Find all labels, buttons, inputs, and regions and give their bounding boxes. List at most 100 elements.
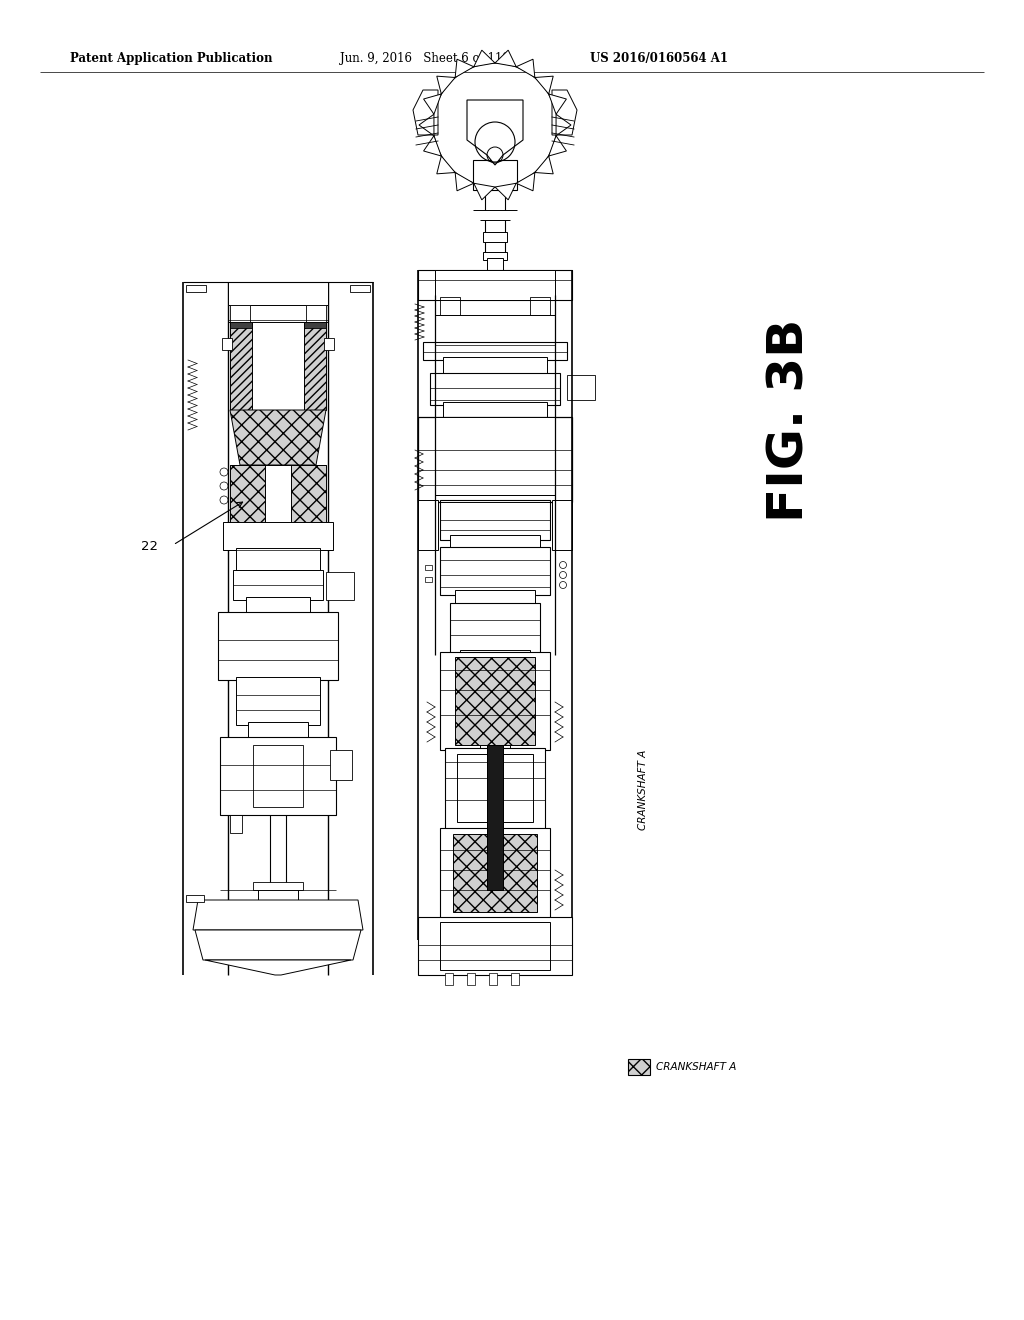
Bar [425, 577, 432, 582]
Polygon shape [535, 77, 553, 94]
Polygon shape [437, 156, 455, 174]
Text: 22: 22 [141, 540, 158, 553]
Bar [450, 535, 540, 550]
Bar [326, 572, 354, 601]
Bar [487, 257, 503, 272]
Polygon shape [495, 183, 516, 199]
Bar [304, 322, 326, 411]
Text: CRANKSHAFT A: CRANKSHAFT A [638, 750, 648, 830]
Polygon shape [455, 59, 474, 78]
Polygon shape [413, 90, 438, 135]
Polygon shape [549, 136, 566, 156]
Bar [223, 521, 333, 550]
Bar [483, 232, 507, 242]
Bar [628, 1059, 650, 1074]
Bar [418, 271, 572, 300]
Bar [440, 297, 460, 315]
Bar [423, 342, 567, 360]
Bar [236, 548, 319, 570]
Polygon shape [230, 411, 326, 465]
Bar [248, 722, 308, 741]
Bar [530, 297, 550, 315]
Bar [435, 271, 555, 300]
Bar [440, 500, 550, 540]
Bar [304, 322, 326, 327]
Polygon shape [552, 90, 577, 135]
Polygon shape [455, 173, 474, 191]
Polygon shape [516, 59, 535, 78]
Bar [230, 305, 250, 322]
Bar [246, 597, 310, 615]
Bar [450, 603, 540, 655]
Polygon shape [205, 960, 351, 975]
Polygon shape [424, 136, 441, 156]
Polygon shape [467, 100, 523, 165]
Polygon shape [474, 50, 495, 67]
Bar [418, 417, 572, 502]
Bar [455, 657, 535, 744]
Polygon shape [495, 50, 516, 67]
Bar [186, 895, 204, 902]
Polygon shape [535, 156, 553, 174]
Bar [291, 465, 326, 525]
Bar [425, 565, 432, 570]
Bar [445, 748, 545, 830]
Bar [230, 322, 252, 327]
Text: Jun. 9, 2016   Sheet 6 of 119: Jun. 9, 2016 Sheet 6 of 119 [340, 51, 510, 65]
Text: FIG. 3B: FIG. 3B [766, 318, 814, 521]
Bar [218, 612, 338, 680]
Bar [435, 315, 555, 345]
Bar [306, 305, 326, 322]
Bar [435, 417, 555, 495]
Bar [483, 252, 507, 260]
Polygon shape [556, 115, 571, 136]
Bar [489, 973, 497, 985]
Bar [487, 744, 503, 890]
Polygon shape [474, 183, 495, 199]
Bar [222, 338, 232, 350]
Bar [253, 744, 303, 807]
Bar [186, 285, 206, 292]
Bar [258, 887, 298, 906]
Bar [418, 500, 438, 550]
Polygon shape [516, 173, 535, 191]
Polygon shape [419, 115, 434, 136]
Text: Patent Application Publication: Patent Application Publication [70, 51, 272, 65]
Bar [350, 285, 370, 292]
Text: US 2016/0160564 A1: US 2016/0160564 A1 [590, 51, 728, 65]
Bar [430, 374, 560, 405]
Bar [473, 160, 517, 190]
Bar [457, 754, 534, 822]
Text: CRANKSHAFT A: CRANKSHAFT A [656, 1063, 736, 1072]
Bar [253, 882, 303, 890]
Bar [440, 828, 550, 920]
Bar [230, 814, 242, 833]
Bar [324, 338, 334, 350]
Bar [440, 921, 550, 970]
Bar [228, 282, 328, 305]
Polygon shape [424, 94, 441, 115]
Bar [330, 750, 352, 780]
Bar [220, 737, 336, 814]
Bar [230, 322, 252, 411]
Bar [487, 744, 503, 890]
Bar [230, 465, 265, 525]
Polygon shape [437, 77, 455, 94]
Bar [460, 649, 530, 665]
Polygon shape [549, 94, 566, 115]
Bar [443, 356, 547, 375]
Bar [467, 973, 475, 985]
Polygon shape [193, 900, 362, 931]
Polygon shape [195, 931, 361, 960]
Bar [445, 973, 453, 985]
Bar [440, 652, 550, 750]
Bar [418, 917, 572, 975]
Bar [236, 677, 319, 725]
Bar [453, 834, 537, 912]
Bar [552, 500, 572, 550]
Bar [455, 590, 535, 605]
Bar [480, 744, 510, 890]
Bar [567, 375, 595, 400]
Bar [233, 570, 323, 601]
Bar [443, 403, 547, 420]
